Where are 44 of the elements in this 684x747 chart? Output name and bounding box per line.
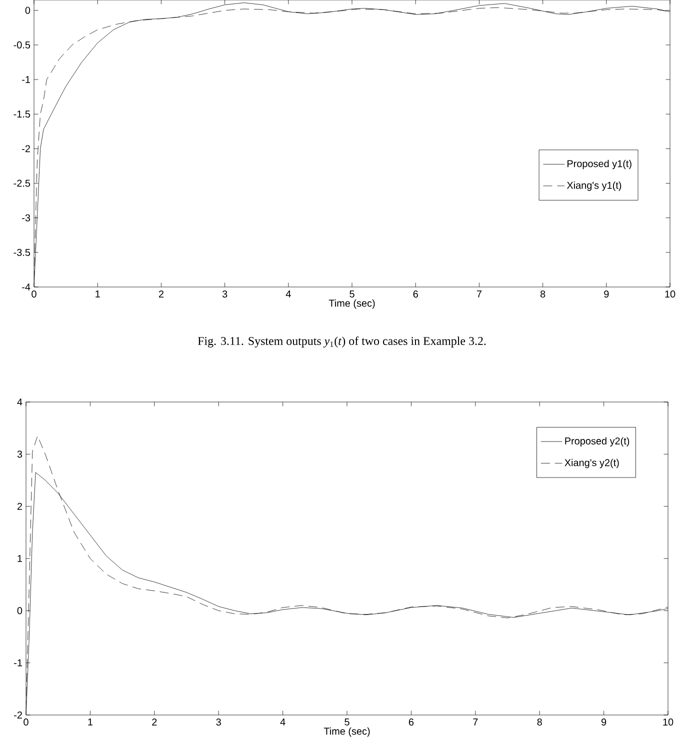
x-tick-label: 1	[96, 290, 100, 298]
x-tick-label: 9	[602, 718, 606, 726]
y-tick-label: 1	[18, 555, 22, 562]
y-tick-label: 4	[17, 398, 22, 406]
legend-label: Xiang's y2(t)	[564, 458, 619, 468]
x-tick-label: 2	[158, 290, 164, 298]
y-tick-label: 3	[17, 450, 22, 458]
legend-label: Proposed y1(t)	[568, 160, 632, 170]
y-tick-label: 0	[17, 607, 22, 614]
x-tick-label: 5	[344, 718, 350, 726]
legend-label: Proposed y2(t)	[565, 437, 630, 446]
x-tick-label: 10	[663, 718, 674, 726]
x-tick-label: 6	[413, 290, 418, 298]
x-tick-label: 3	[222, 290, 228, 298]
legend-label: Xiang's y1(t)	[566, 182, 622, 191]
y-tick-label: 0	[25, 6, 30, 14]
x-tick-label: 5	[350, 290, 354, 298]
y-tick-label: -3	[22, 214, 30, 222]
x-tick-label: 8	[537, 718, 542, 726]
y-tick-label: -1	[22, 76, 30, 83]
x-axis-title: Time (sec)	[328, 299, 375, 309]
x-tick-label: 7	[473, 718, 478, 726]
y-tick-label: -2	[14, 712, 22, 718]
x-tick-label: 1	[88, 718, 92, 726]
y-tick-label: -0.5	[14, 41, 30, 48]
x-axis-title: Time (sec)	[324, 727, 370, 737]
x-tick-label: 7	[476, 290, 482, 298]
x-tick-label: 2	[152, 718, 157, 726]
x-tick-label: 4	[280, 718, 286, 726]
x-tick-label: 10	[665, 290, 676, 298]
x-tick-label: 9	[604, 290, 609, 298]
y-tick-label: 2	[17, 502, 22, 510]
x-tick-label: 8	[540, 290, 546, 298]
x-tick-label: 3	[216, 718, 221, 726]
x-tick-label: 4	[286, 290, 291, 298]
y-tick-label: -2	[22, 145, 30, 152]
y-tick-label: -3.5	[14, 248, 30, 256]
y-tick-label: -1	[14, 659, 22, 666]
y-tick-label: -4	[22, 284, 30, 290]
caption: Fig. 3.11. System outputs y$_{1}$(t) of two cases in Example 3.2.	[198, 336, 486, 348]
x-tick-label: 0	[32, 290, 36, 298]
x-tick-label: 6	[408, 718, 414, 726]
y-tick-label: -2.5	[14, 180, 30, 187]
y-tick-label: -1.5	[14, 110, 30, 118]
